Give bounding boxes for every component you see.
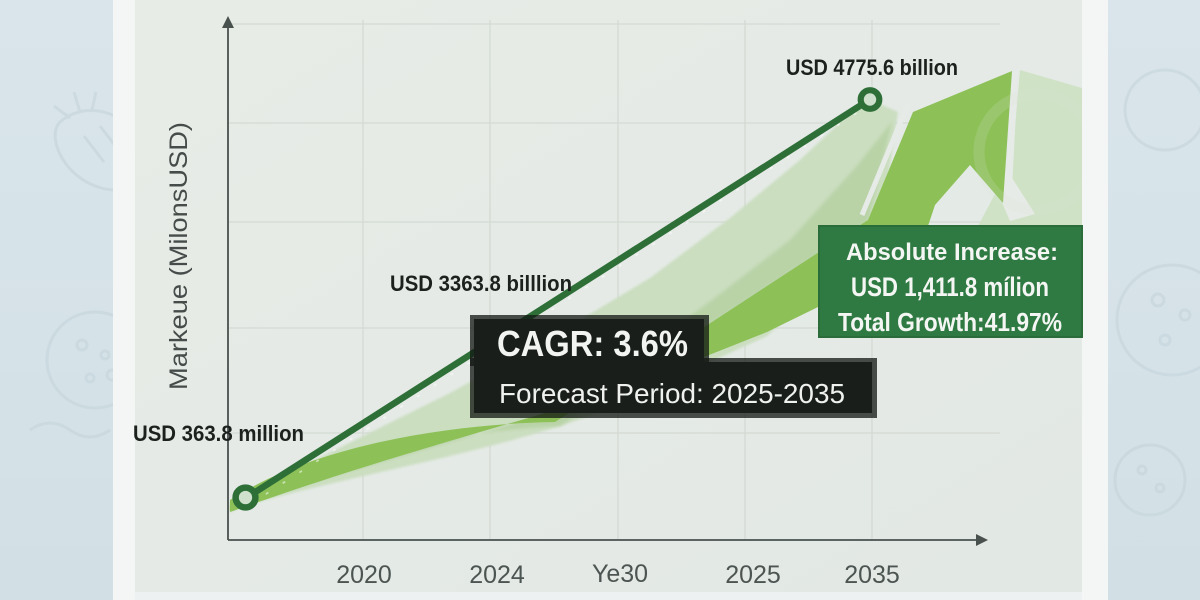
svg-text:CAGR: 3.6%: CAGR: 3.6% bbox=[497, 323, 688, 364]
svg-text:2025: 2025 bbox=[725, 561, 781, 589]
svg-text:USD 1,411.8 mílion: USD 1,411.8 mílion bbox=[851, 272, 1049, 302]
svg-text:Absolute Increase:: Absolute Increase: bbox=[846, 239, 1058, 266]
svg-text:Ye30: Ye30 bbox=[592, 560, 648, 588]
svg-text:Forecast Period: 2025-2035: Forecast Period: 2025-2035 bbox=[499, 378, 845, 409]
svg-text:Markeue (MilonsUSD): Markeue (MilonsUSD) bbox=[165, 122, 193, 390]
svg-text:2020: 2020 bbox=[336, 561, 392, 589]
svg-text:USD 363.8 million: USD 363.8 million bbox=[133, 421, 304, 446]
svg-text:USD 3363.8 billlion: USD 3363.8 billlion bbox=[390, 271, 572, 296]
svg-text:Total Growth:41.97%: Total Growth:41.97% bbox=[838, 307, 1062, 337]
svg-text:USD 4775.6 billion: USD 4775.6 billion bbox=[786, 55, 958, 80]
svg-text:2024: 2024 bbox=[469, 561, 525, 589]
svg-text:2035: 2035 bbox=[844, 561, 900, 589]
